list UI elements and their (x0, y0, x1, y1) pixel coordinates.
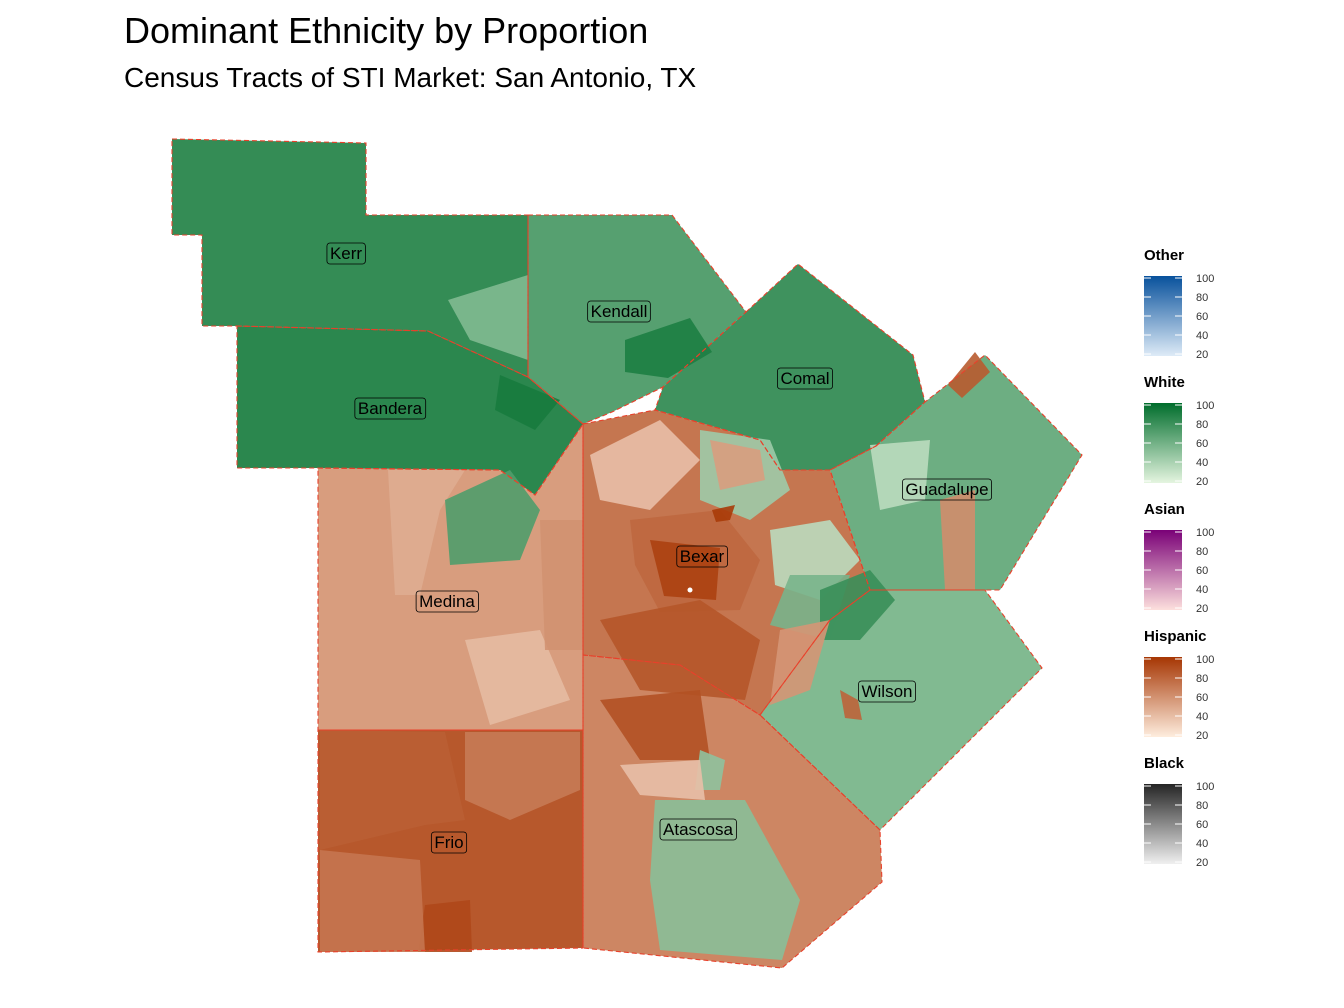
legend-tick-label: 80 (1196, 419, 1208, 431)
legend-tick-label: 20 (1196, 476, 1208, 488)
county-label-text: Atascosa (663, 820, 733, 839)
county-labels: Kerr Kendall Comal Bandera Guadalupe Bexar Med… (326, 242, 992, 854)
tract-shape (465, 630, 570, 725)
county-label-bandera: Bandera (354, 397, 427, 420)
tract-shape (590, 420, 700, 510)
county-label-text: Guadalupe (905, 480, 988, 499)
tract-shape (320, 850, 425, 952)
county-comal[interactable] (655, 264, 925, 470)
county-label-bexar: Bexar (676, 545, 728, 568)
county-label-text: Bandera (358, 399, 423, 418)
county-border-atascosa (582, 654, 883, 969)
tract-shape (870, 440, 930, 510)
tract-shape (320, 730, 465, 850)
county-label-atascosa: Atascosa (659, 818, 737, 841)
legend-tick-label: 100 (1196, 781, 1214, 793)
legend-tick-label: 60 (1196, 565, 1208, 577)
legend-white: White 100 80 60 40 20 (1144, 374, 1214, 488)
tract-shape (840, 690, 862, 720)
county-label-comal: Comal (777, 367, 833, 390)
county-label-text: Kerr (330, 244, 362, 263)
legend-tick-label: 40 (1196, 330, 1208, 342)
legend-tick-label: 80 (1196, 673, 1208, 685)
county-label-text: Comal (780, 369, 829, 388)
legend-title: Other (1144, 247, 1184, 264)
county-border-kendall (527, 214, 747, 425)
tract-shape (418, 900, 472, 952)
county-kerr[interactable] (172, 139, 528, 377)
county-label-wilson: Wilson (858, 680, 916, 703)
legend-hispanic: Hispanic 100 80 60 40 20 (1144, 628, 1214, 742)
tract-shape (445, 470, 540, 565)
county-label-medina: Medina (415, 590, 479, 613)
tract-shape (625, 318, 712, 378)
tract-shape (388, 470, 465, 595)
tract-missing (687, 587, 693, 593)
legend-tick-label: 100 (1196, 527, 1214, 539)
county-borders (171, 138, 1083, 969)
county-label-text: Medina (419, 592, 475, 611)
county-label-text: Frio (434, 833, 463, 852)
tract-shape (600, 690, 710, 760)
legend-tick-label: 100 (1196, 400, 1214, 412)
legend-tick-label: 60 (1196, 819, 1208, 831)
county-wilson[interactable] (760, 590, 1042, 830)
legend-tick-label: 20 (1196, 603, 1208, 615)
county-label-kendall: Kendall (587, 300, 651, 323)
tract-shape (940, 490, 975, 590)
tract-shape (448, 275, 528, 360)
legend-tick-label: 60 (1196, 311, 1208, 323)
legend-tick-label: 100 (1196, 654, 1214, 666)
tract-shape (948, 352, 990, 398)
legend-title: Black (1144, 755, 1185, 772)
county-label-text: Bexar (680, 547, 725, 566)
legend-tick-label: 20 (1196, 857, 1208, 869)
county-border-frio (317, 729, 584, 953)
legend: Other 100 80 60 40 20 White 100 80 60 40 20 Asian 100… (1144, 247, 1214, 869)
legend-tick-label: 20 (1196, 349, 1208, 361)
map-title: Dominant Ethnicity by Proportion (124, 10, 649, 51)
legend-tick-label: 40 (1196, 584, 1208, 596)
county-label-text: Wilson (861, 682, 912, 701)
legend-tick-label: 20 (1196, 730, 1208, 742)
tract-shape (540, 520, 583, 650)
tract-shape (712, 505, 735, 522)
county-label-text: Kendall (591, 302, 648, 321)
county-border-kerr (171, 138, 529, 378)
county-kendall[interactable] (528, 215, 746, 424)
legend-other: Other 100 80 60 40 20 (1144, 247, 1214, 361)
county-border-comal (654, 263, 926, 471)
legend-tick-label: 100 (1196, 273, 1214, 285)
legend-black: Black 100 80 60 40 20 (1144, 755, 1214, 869)
legend-title: Asian (1144, 501, 1185, 518)
tract-shape (495, 375, 560, 430)
legend-tick-label: 40 (1196, 838, 1208, 850)
county-label-kerr: Kerr (326, 242, 366, 265)
legend-tick-label: 40 (1196, 457, 1208, 469)
tract-shape (820, 570, 895, 640)
tract-shape (710, 440, 765, 490)
county-border-wilson (759, 589, 1043, 831)
legend-title: Hispanic (1144, 628, 1207, 645)
legend-asian: Asian 100 80 60 40 20 (1144, 501, 1214, 615)
tract-shape (650, 540, 720, 600)
legend-tick-label: 80 (1196, 800, 1208, 812)
county-label-frio: Frio (430, 831, 468, 854)
legend-tick-label: 80 (1196, 546, 1208, 558)
map-subtitle: Census Tracts of STI Market: San Antonio… (124, 62, 697, 93)
county-label-guadalupe: Guadalupe (902, 478, 992, 501)
legend-tick-label: 80 (1196, 292, 1208, 304)
legend-title: White (1144, 374, 1185, 391)
county-bandera[interactable] (237, 326, 583, 495)
legend-tick-label: 60 (1196, 438, 1208, 450)
tract-shape (465, 732, 580, 820)
legend-tick-label: 60 (1196, 692, 1208, 704)
tract-shape (620, 760, 705, 800)
tract-shape (600, 600, 760, 700)
county-guadalupe[interactable] (830, 355, 1082, 590)
legend-tick-label: 40 (1196, 711, 1208, 723)
